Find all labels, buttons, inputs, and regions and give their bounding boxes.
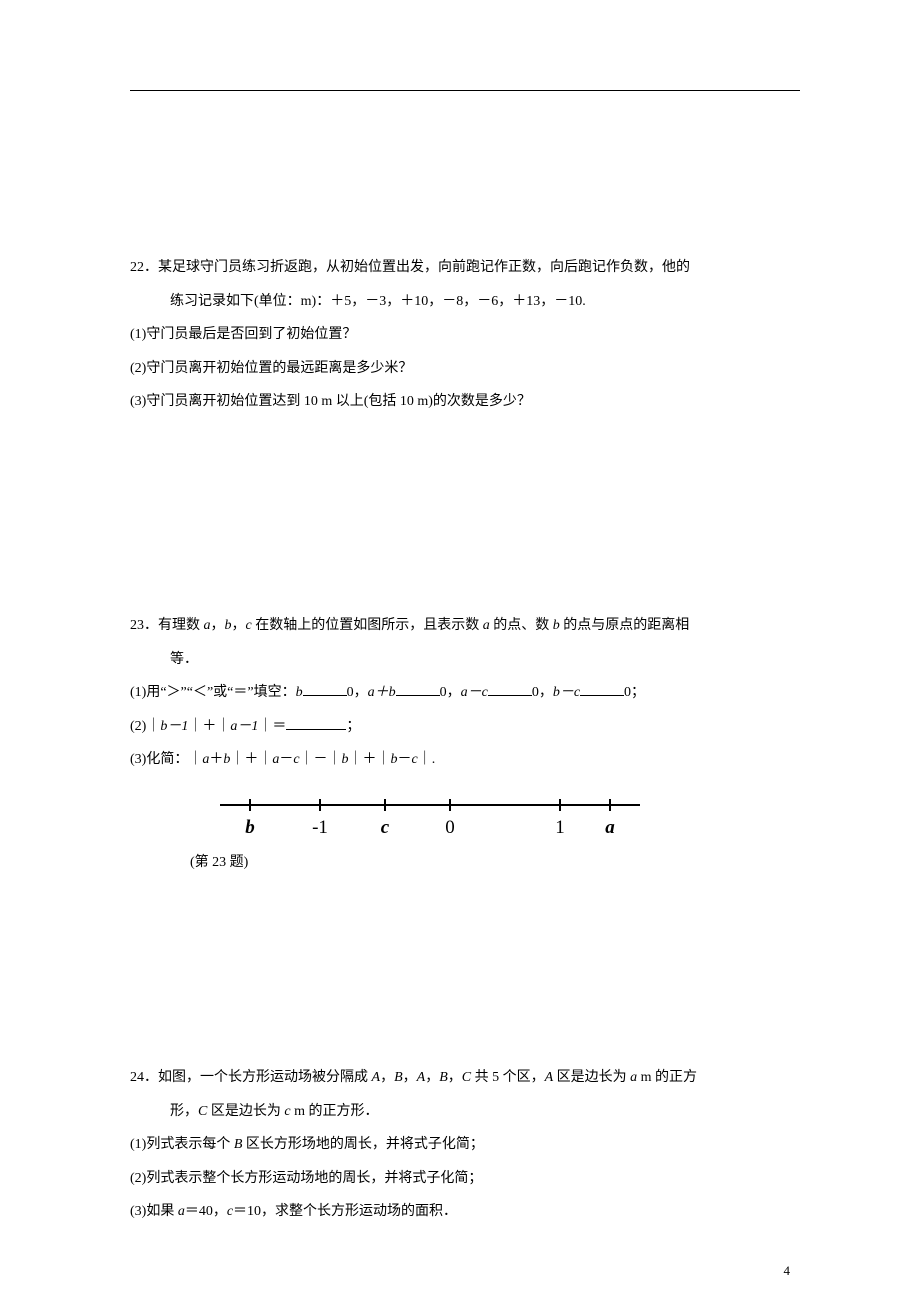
p24-l2-p2: 区是边长为 [207, 1104, 284, 1119]
p23-a1: a [204, 618, 211, 633]
p23q2-bm1: b－1 [160, 719, 188, 734]
p23q2-am1: a－1 [230, 719, 258, 734]
problem-23-q2: (2)｜b－1｜＋｜a－1｜＝ ； [130, 710, 800, 744]
p24q3-p3: ＝10，求整个长方形运动场的面积． [233, 1204, 457, 1219]
p23q1-0a: 0， [347, 685, 368, 700]
problem-22-number: 22． [130, 260, 158, 275]
p23-s5: 的点、数 [490, 618, 553, 633]
p23q1-bmc: b－c [553, 685, 580, 700]
p24-s4: m 的正方 [637, 1070, 697, 1085]
p24-l2-p3: m 的正方形． [291, 1104, 379, 1119]
p23q1-0c: 0， [532, 685, 553, 700]
p23q2-pre: (2)｜ [130, 719, 160, 734]
p23q1-0d: 0； [624, 685, 645, 700]
problem-23-caption: (第 23 题) [130, 851, 800, 871]
number-line-svg: b -1 c 0 1 a [190, 785, 640, 840]
p24-C1: C [462, 1070, 471, 1085]
p24-A2: A [417, 1070, 426, 1085]
svg-text:1: 1 [555, 817, 565, 838]
p24q1-p2: 区长方形场地的周长，并将式子化简； [242, 1137, 484, 1152]
p23q2-semi: ； [346, 719, 360, 734]
svg-text:b: b [245, 817, 255, 838]
p24q3-p2: ＝40， [185, 1204, 227, 1219]
p23q1-0b: 0， [440, 685, 461, 700]
p24-A3: A [545, 1070, 554, 1085]
problem-23-q3: (3)化简：｜a＋b｜＋｜a－c｜－｜b｜＋｜b－c｜. [130, 743, 800, 777]
problem-24-q2: (2)列式表示整个长方形运动场地的周长，并将式子化简； [130, 1162, 800, 1196]
p23-s3: ， [232, 618, 246, 633]
problem-24-number: 24． [130, 1070, 158, 1085]
p24-B2: B [439, 1070, 448, 1085]
top-horizontal-rule [130, 90, 800, 91]
p24-C2: C [198, 1104, 207, 1119]
svg-text:0: 0 [445, 817, 455, 838]
problem-23-stem: 23．有理数 a，b，c 在数轴上的位置如图所示，且表示数 a 的点、数 b 的… [130, 609, 800, 676]
p23q1-blank2 [396, 682, 440, 696]
spacer-22-23 [130, 449, 800, 609]
problem-24: 24．如图，一个长方形运动场被分隔成 A，B，A，B，C 共 5 个区，A 区是… [130, 1061, 800, 1229]
problem-22-stem-line1: 某足球守门员练习折返跑，从初始位置出发，向前跑记作正数，向后跑记作负数，他的 [158, 260, 690, 275]
svg-text:a: a [605, 817, 615, 838]
svg-text:c: c [381, 817, 390, 838]
p23-s6: 的点与原点的距离相 [560, 618, 690, 633]
problem-22-stem: 22．某足球守门员练习折返跑，从初始位置出发，向前跑记作正数，向后跑记作负数，他… [130, 251, 800, 318]
p23-b1: b [225, 618, 232, 633]
page-number: 4 [784, 1263, 791, 1279]
p23q1-blank3 [488, 682, 532, 696]
p23q2-blank [286, 716, 346, 730]
spacer-23-24 [130, 901, 800, 1061]
p23-a2: a [483, 618, 490, 633]
svg-text:-1: -1 [312, 817, 328, 838]
problem-24-q3: (3)如果 a＝40，c＝10，求整个长方形运动场的面积． [130, 1195, 800, 1229]
p24q1-p1: (1)列式表示每个 [130, 1137, 234, 1152]
p24-s3: 区是边长为 [553, 1070, 630, 1085]
page-content: 22．某足球守门员练习折返跑，从初始位置出发，向前跑记作正数，向后跑记作负数，他… [0, 0, 920, 1309]
p23q2-post: ｜＝ [258, 719, 286, 734]
p23q1-apb: a＋b [368, 685, 396, 700]
problem-23-number: 23． [130, 618, 158, 633]
p23q1-pre: (1)用“＞”“＜”或“＝”填空： [130, 685, 296, 700]
p24-l2-p1: 形， [170, 1104, 198, 1119]
p23-b2: b [553, 618, 560, 633]
problem-24-stem: 24．如图，一个长方形运动场被分隔成 A，B，A，B，C 共 5 个区，A 区是… [130, 1061, 800, 1128]
p23-s1: 有理数 [158, 618, 204, 633]
p24-A1: A [372, 1070, 381, 1085]
problem-23: 23．有理数 a，b，c 在数轴上的位置如图所示，且表示数 a 的点、数 b 的… [130, 609, 800, 871]
p24-B1: B [394, 1070, 403, 1085]
p24-s2: 共 5 个区， [471, 1070, 545, 1085]
p23-s4: 在数轴上的位置如图所示，且表示数 [252, 618, 483, 633]
p24q3-a: a [178, 1204, 185, 1219]
problem-22-q1: (1)守门员最后是否回到了初始位置？ [130, 318, 800, 352]
p23q1-amc: a－c [461, 685, 488, 700]
p24-s1: 如图，一个长方形运动场被分隔成 [158, 1070, 372, 1085]
problem-23-stem-line2: 等． [130, 643, 800, 677]
problem-22-stem-line2: 练习记录如下(单位：m)：＋5，－3，＋10，－8，－6，＋13，－10. [130, 285, 800, 319]
problem-22: 22．某足球守门员练习折返跑，从初始位置出发，向前跑记作正数，向后跑记作负数，他… [130, 251, 800, 419]
p23-s2: ， [211, 618, 225, 633]
p24q3-p1: (3)如果 [130, 1204, 178, 1219]
p23q1-b: b [296, 685, 303, 700]
p23q1-blank1 [303, 682, 347, 696]
p23q1-blank4 [580, 682, 624, 696]
problem-22-q3: (3)守门员离开初始位置达到 10 m 以上(包括 10 m)的次数是多少？ [130, 385, 800, 419]
problem-23-q1: (1)用“＞”“＜”或“＝”填空：b0，a＋b0，a－c0，b－c0； [130, 676, 800, 710]
problem-22-q2: (2)守门员离开初始位置的最远距离是多少米？ [130, 352, 800, 386]
problem-24-q1: (1)列式表示每个 B 区长方形场地的周长，并将式子化简； [130, 1128, 800, 1162]
number-line-figure: b -1 c 0 1 a [130, 785, 800, 845]
p23q2-mid: ｜＋｜ [188, 719, 230, 734]
